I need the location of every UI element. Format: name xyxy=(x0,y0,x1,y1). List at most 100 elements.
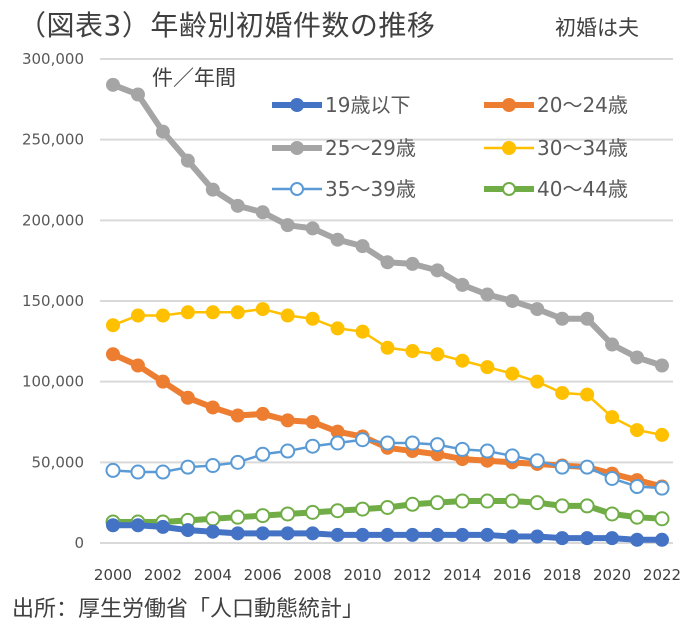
chart-title: （図表3）年齢別初婚件数の推移 xyxy=(18,9,436,42)
data-point xyxy=(554,498,570,514)
data-point xyxy=(330,503,346,519)
data-point xyxy=(305,504,321,520)
data-point xyxy=(280,218,295,233)
data-point xyxy=(255,205,270,220)
data-point xyxy=(554,459,570,475)
data-point xyxy=(330,321,345,336)
data-point xyxy=(255,406,270,421)
data-point xyxy=(655,532,669,547)
data-point xyxy=(180,459,196,475)
data-point xyxy=(180,390,195,405)
data-point xyxy=(380,255,395,270)
y-axis-unit-label: 件／年間 xyxy=(152,66,236,90)
x-tick-label: 2016 xyxy=(493,566,531,584)
data-point xyxy=(155,464,171,480)
source-note: 出所：厚生労働省「人口動態統計」 xyxy=(12,597,365,622)
legend-item: 40〜44歳 xyxy=(484,177,628,201)
legend-swatch-marker xyxy=(502,182,516,196)
data-point xyxy=(130,308,145,323)
series-6 xyxy=(105,493,670,530)
data-point xyxy=(654,511,670,527)
data-point xyxy=(404,435,420,451)
data-point xyxy=(530,302,545,317)
y-tick-label: 200,000 xyxy=(22,211,84,229)
data-point xyxy=(455,353,470,368)
data-point xyxy=(455,527,470,542)
data-point xyxy=(130,358,145,373)
data-point xyxy=(480,287,495,302)
data-point xyxy=(330,232,345,247)
data-point xyxy=(106,347,120,362)
data-point xyxy=(355,239,370,254)
data-point xyxy=(155,308,170,323)
data-point xyxy=(230,454,246,470)
data-point xyxy=(630,350,645,365)
x-tick-label: 2000 xyxy=(94,566,132,584)
data-point xyxy=(106,518,120,533)
data-point xyxy=(230,509,246,525)
x-tick-label: 2008 xyxy=(294,566,332,584)
data-point xyxy=(155,519,170,534)
data-point xyxy=(529,495,545,511)
data-point xyxy=(580,387,595,402)
data-point xyxy=(605,410,620,425)
data-point xyxy=(579,498,595,514)
data-point xyxy=(155,124,170,139)
y-tick-label: 50,000 xyxy=(32,453,85,471)
data-point xyxy=(555,311,570,326)
data-point xyxy=(505,529,520,544)
data-point xyxy=(155,374,170,389)
data-point xyxy=(255,446,271,462)
data-point xyxy=(255,302,270,317)
data-point xyxy=(530,374,545,389)
x-tick-label: 2018 xyxy=(543,566,581,584)
legend-swatch-marker xyxy=(290,141,304,155)
series-3 xyxy=(106,77,669,373)
data-point xyxy=(430,347,445,362)
data-point xyxy=(530,529,545,544)
data-point xyxy=(205,305,220,320)
data-point xyxy=(454,441,470,457)
x-tick-label: 2010 xyxy=(343,566,381,584)
data-point xyxy=(180,523,195,538)
data-point xyxy=(230,526,245,541)
data-point xyxy=(580,531,595,546)
legend-swatch-marker xyxy=(290,98,304,112)
data-point xyxy=(355,432,371,448)
data-point xyxy=(529,453,545,469)
legend-item: 25〜29歳 xyxy=(272,136,416,160)
data-point xyxy=(255,526,270,541)
data-point xyxy=(654,480,670,496)
x-tick-label: 2014 xyxy=(443,566,481,584)
data-point xyxy=(454,493,470,509)
data-point xyxy=(404,496,420,512)
data-point xyxy=(130,87,145,102)
legend-swatch-marker xyxy=(290,182,304,196)
data-point xyxy=(629,479,645,495)
x-tick-label: 2012 xyxy=(393,566,431,584)
data-point xyxy=(555,385,570,400)
data-point xyxy=(455,277,470,292)
data-point xyxy=(280,308,295,323)
data-point xyxy=(280,506,296,522)
data-point xyxy=(305,526,320,541)
series-1 xyxy=(106,518,669,547)
legend-item: 30〜34歳 xyxy=(484,136,628,160)
data-point xyxy=(430,527,445,542)
legend: 19歳以下 20〜24歳 25〜29歳 30〜34歳 35〜39歳 40〜44歳 xyxy=(272,93,628,201)
x-axis-ticks: 2000 2002 2004 2006 2008 2010 2012 2014 2016 2018… xyxy=(94,566,681,584)
data-point xyxy=(355,324,370,339)
data-point xyxy=(604,470,620,486)
y-tick-label: 250,000 xyxy=(22,131,84,149)
legend-swatch-marker xyxy=(502,141,516,155)
data-point xyxy=(305,221,320,236)
data-point xyxy=(579,459,595,475)
data-point xyxy=(504,448,520,464)
data-point xyxy=(230,408,245,423)
data-point xyxy=(604,506,620,522)
chart-subtitle: 初婚は夫 xyxy=(555,16,639,40)
y-tick-label: 100,000 xyxy=(22,373,84,391)
legend-swatch-marker xyxy=(502,98,516,112)
legend-label: 35〜39歳 xyxy=(325,177,416,201)
